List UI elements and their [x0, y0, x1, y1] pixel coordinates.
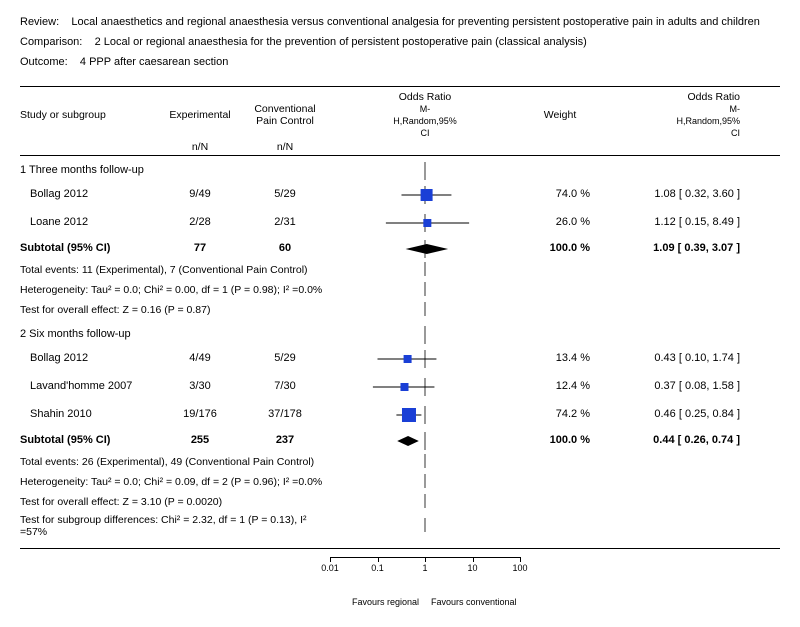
stat-line: Total events: 26 (Experimental), 49 (Con…	[20, 452, 780, 472]
axis-tick-label: 0.1	[371, 563, 384, 573]
comparison-text: 2 Local or regional anaesthesia for the …	[95, 36, 587, 48]
ctrl-nN: 37/178	[240, 408, 330, 420]
ci-value: 1.12 [ 0.15, 8.49 ]	[600, 216, 740, 228]
weight-value: 13.4 %	[520, 352, 600, 364]
axis-tick-label: 0.01	[321, 563, 339, 573]
col-exp: Experimental	[160, 109, 240, 121]
ci-value: 0.46 [ 0.25, 0.84 ]	[600, 408, 740, 420]
subtotal-exp: 77	[160, 242, 240, 254]
outcome-line: Outcome: 4 PPP after caesarean section	[20, 56, 780, 68]
exp-nN: 9/49	[160, 188, 240, 200]
study-name: Bollag 2012	[20, 352, 160, 364]
ctrl-nN: 5/29	[240, 188, 330, 200]
outcome-label: Outcome:	[20, 56, 68, 68]
review-line: Review: Local anaesthetics and regional …	[20, 16, 780, 28]
axis-scale: 0.010.1110100	[330, 557, 520, 597]
stat-line: Total events: 11 (Experimental), 7 (Conv…	[20, 260, 780, 280]
weight-value: 74.2 %	[520, 408, 600, 420]
study-row: Bollag 2012 9/49 5/29 74.0 % 1.08 [ 0.32…	[20, 180, 780, 208]
forest-marker	[330, 350, 520, 366]
col-weight: Weight	[520, 109, 600, 121]
subtotal-ci: 1.09 [ 0.39, 3.07 ]	[600, 242, 740, 254]
subtotal-label: Subtotal (95% CI)	[20, 242, 160, 254]
review-text: Local anaesthetics and regional anaesthe…	[71, 16, 760, 28]
study-name: Lavand'homme 2007	[20, 380, 160, 392]
subgroup-title: 2 Six months follow-up	[20, 320, 780, 344]
subtotal-ctrl: 60	[240, 242, 330, 254]
subtotal-diamond	[330, 240, 520, 256]
subtotal-exp: 255	[160, 434, 240, 446]
subtotal-row: Subtotal (95% CI) 77 60 100.0 % 1.09 [ 0…	[20, 236, 780, 260]
column-headers: Study or subgroup Experimental Conventio…	[20, 87, 780, 141]
study-name: Shahin 2010	[20, 408, 160, 420]
exp-nN: 3/30	[160, 380, 240, 392]
forest-marker	[330, 214, 520, 230]
stat-line: Test for overall effect: Z = 0.16 (P = 0…	[20, 300, 780, 320]
subtotal-weight: 100.0 %	[520, 242, 600, 254]
axis-tick-label: 10	[467, 563, 477, 573]
col-or2: Odds Ratio M- H,Random,95% CI	[600, 91, 740, 139]
forest-axis: 0.01 0.1 1 10 100	[20, 557, 780, 597]
subtotal-weight: 100.0 %	[520, 434, 600, 446]
ci-value: 0.43 [ 0.10, 1.74 ]	[600, 352, 740, 364]
weight-value: 26.0 %	[520, 216, 600, 228]
stat-line: Test for subgroup differences: Chi² = 2.…	[20, 512, 780, 540]
forest-marker	[330, 186, 520, 202]
favours-left: Favours regional	[352, 597, 425, 607]
ci-value: 0.37 [ 0.08, 1.58 ]	[600, 380, 740, 392]
ci-value: 1.08 [ 0.32, 3.60 ]	[600, 188, 740, 200]
study-name: Loane 2012	[20, 216, 160, 228]
ctrl-nN: 7/30	[240, 380, 330, 392]
favours-labels: Favours regional Favours conventional	[20, 597, 780, 611]
ctrl-nN: 2/31	[240, 216, 330, 228]
weight-value: 74.0 %	[520, 188, 600, 200]
weight-value: 12.4 %	[520, 380, 600, 392]
col-study: Study or subgroup	[20, 109, 160, 121]
subtotal-row: Subtotal (95% CI) 255 237 100.0 % 0.44 […	[20, 428, 780, 452]
study-row: Lavand'homme 2007 3/30 7/30 12.4 % 0.37 …	[20, 372, 780, 400]
study-row: Shahin 2010 19/176 37/178 74.2 % 0.46 [ …	[20, 400, 780, 428]
subtotal-label: Subtotal (95% CI)	[20, 434, 160, 446]
forest-marker	[330, 378, 520, 394]
stat-line: Heterogeneity: Tau² = 0.0; Chi² = 0.09, …	[20, 472, 780, 492]
comparison-line: Comparison: 2 Local or regional anaesthe…	[20, 36, 780, 48]
exp-nN: 4/49	[160, 352, 240, 364]
stat-line: Test for overall effect: Z = 3.10 (P = 0…	[20, 492, 780, 512]
study-name: Bollag 2012	[20, 188, 160, 200]
ctrl-nN: 5/29	[240, 352, 330, 364]
subtotal-ctrl: 237	[240, 434, 330, 446]
study-row: Bollag 2012 4/49 5/29 13.4 % 0.43 [ 0.10…	[20, 344, 780, 372]
forest-marker	[330, 406, 520, 422]
col-or: Odds Ratio M- H,Random,95% CI	[330, 91, 520, 139]
exp-nN: 19/176	[160, 408, 240, 420]
subtotal-ci: 0.44 [ 0.26, 0.74 ]	[600, 434, 740, 446]
subgroup-title: 1 Three months follow-up	[20, 156, 780, 180]
forest-table: 1 Three months follow-up Bollag 2012 9/4…	[20, 156, 780, 549]
column-subheaders: n/N n/N	[20, 141, 780, 156]
axis-tick-label: 1	[422, 563, 427, 573]
outcome-text: 4 PPP after caesarean section	[80, 56, 228, 68]
study-row: Loane 2012 2/28 2/31 26.0 % 1.12 [ 0.15,…	[20, 208, 780, 236]
axis-tick-label: 100	[512, 563, 527, 573]
exp-nN: 2/28	[160, 216, 240, 228]
favours-right: Favours conventional	[425, 597, 517, 607]
comparison-label: Comparison:	[20, 36, 82, 48]
review-label: Review:	[20, 16, 59, 28]
stat-line: Heterogeneity: Tau² = 0.0; Chi² = 0.00, …	[20, 280, 780, 300]
subtotal-diamond	[330, 432, 520, 448]
col-ctrl: Conventional Pain Control	[240, 103, 330, 127]
